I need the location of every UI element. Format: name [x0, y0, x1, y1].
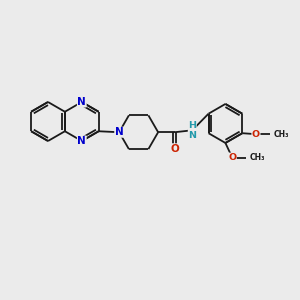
- Text: H
N: H N: [188, 121, 196, 140]
- Text: N: N: [115, 127, 124, 137]
- Text: N: N: [77, 97, 86, 107]
- Text: CH₃: CH₃: [250, 153, 265, 162]
- Text: CH₃: CH₃: [273, 130, 289, 139]
- Text: N: N: [77, 136, 86, 146]
- Text: O: O: [228, 153, 236, 162]
- Text: O: O: [252, 130, 260, 139]
- Text: O: O: [170, 144, 179, 154]
